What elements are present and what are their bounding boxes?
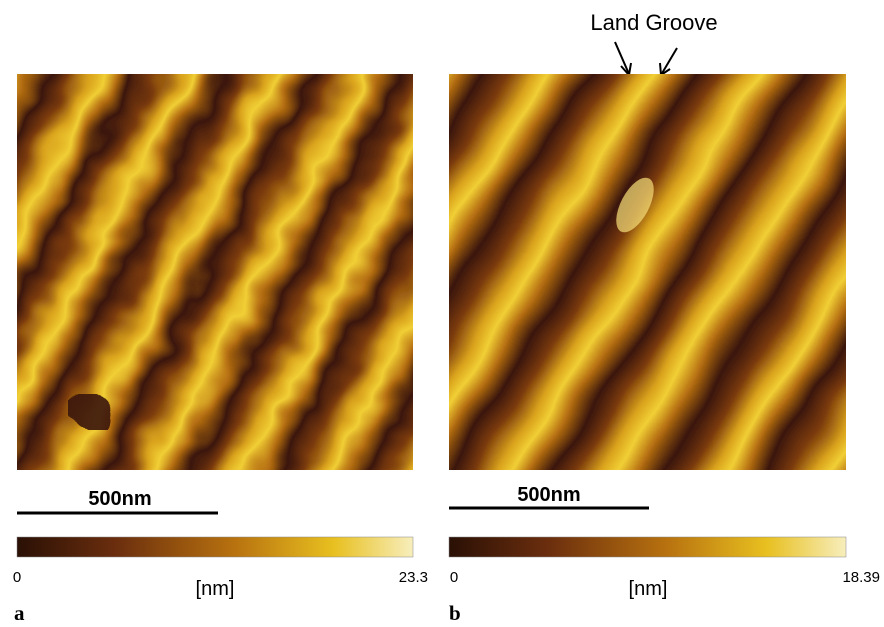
annotation: Land Groove [590,10,717,35]
colorbar [449,537,846,557]
arrow-land [615,42,629,74]
scale-bar-label: 500nm [517,484,580,506]
colorbar-max: 18.39 [842,569,880,586]
arrows [615,42,677,75]
colorbar-max: 23.3 [399,569,428,586]
arrow-groove [661,48,677,75]
colorbar-unit: [nm] [629,578,668,600]
colorbar-unit: [nm] [196,578,235,600]
afm-image-a [0,60,430,490]
panel-label: b [449,601,461,625]
colorbar-min: 0 [450,569,458,586]
afm-image-b [430,60,860,490]
colorbar [17,537,413,557]
figure: Land Groove 500nm 500nm 0 [nm] 23.3 0 [n… [0,0,884,627]
page: Land Groove 500nm 500nm 0 [nm] 23.3 0 [n… [0,0,884,627]
scale-bar-label: 500nm [88,488,151,510]
colorbar-min: 0 [13,569,21,586]
panel-label: a [14,601,25,625]
